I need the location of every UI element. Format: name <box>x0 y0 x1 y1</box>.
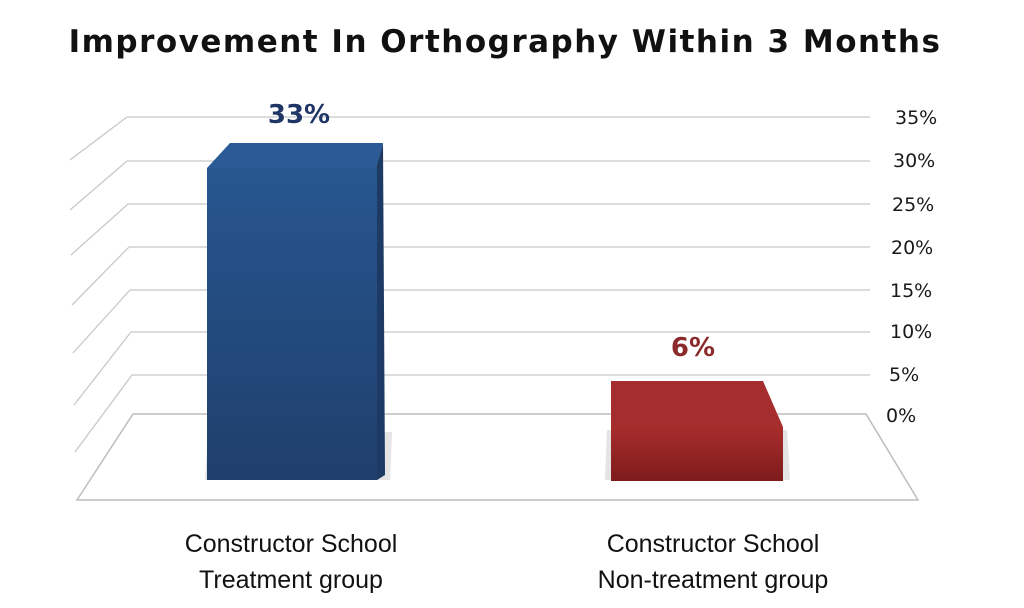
y-tick-20: 20% <box>891 237 934 259</box>
y-tick-10: 10% <box>890 321 933 343</box>
y-tick-5: 5% <box>889 364 920 386</box>
chart-floor <box>75 413 920 501</box>
category-label-line: Constructor School <box>184 530 398 558</box>
value-label-treatment: 33% <box>267 100 331 130</box>
category-label-line: Non-treatment group <box>597 566 829 594</box>
y-tick-0: 0% <box>886 405 917 427</box>
y-tick-15: 15% <box>890 280 933 302</box>
category-label-line: Constructor School <box>606 530 820 558</box>
gridlines <box>69 116 870 453</box>
y-tick-35: 35% <box>895 107 938 129</box>
bar-treatment-group <box>205 143 392 480</box>
value-label-non-treatment: 6% <box>670 333 716 363</box>
bar-non-treatment-group <box>605 381 790 481</box>
y-tick-25: 25% <box>892 194 935 216</box>
chart-title: Improvement In Orthography Within 3 Mont… <box>68 24 942 60</box>
category-label-line: Treatment group <box>199 566 383 594</box>
category-label-treatment: Constructor School Treatment group <box>131 526 451 598</box>
category-label-non-treatment: Constructor School Non-treatment group <box>553 526 873 598</box>
y-tick-30: 30% <box>893 150 936 172</box>
